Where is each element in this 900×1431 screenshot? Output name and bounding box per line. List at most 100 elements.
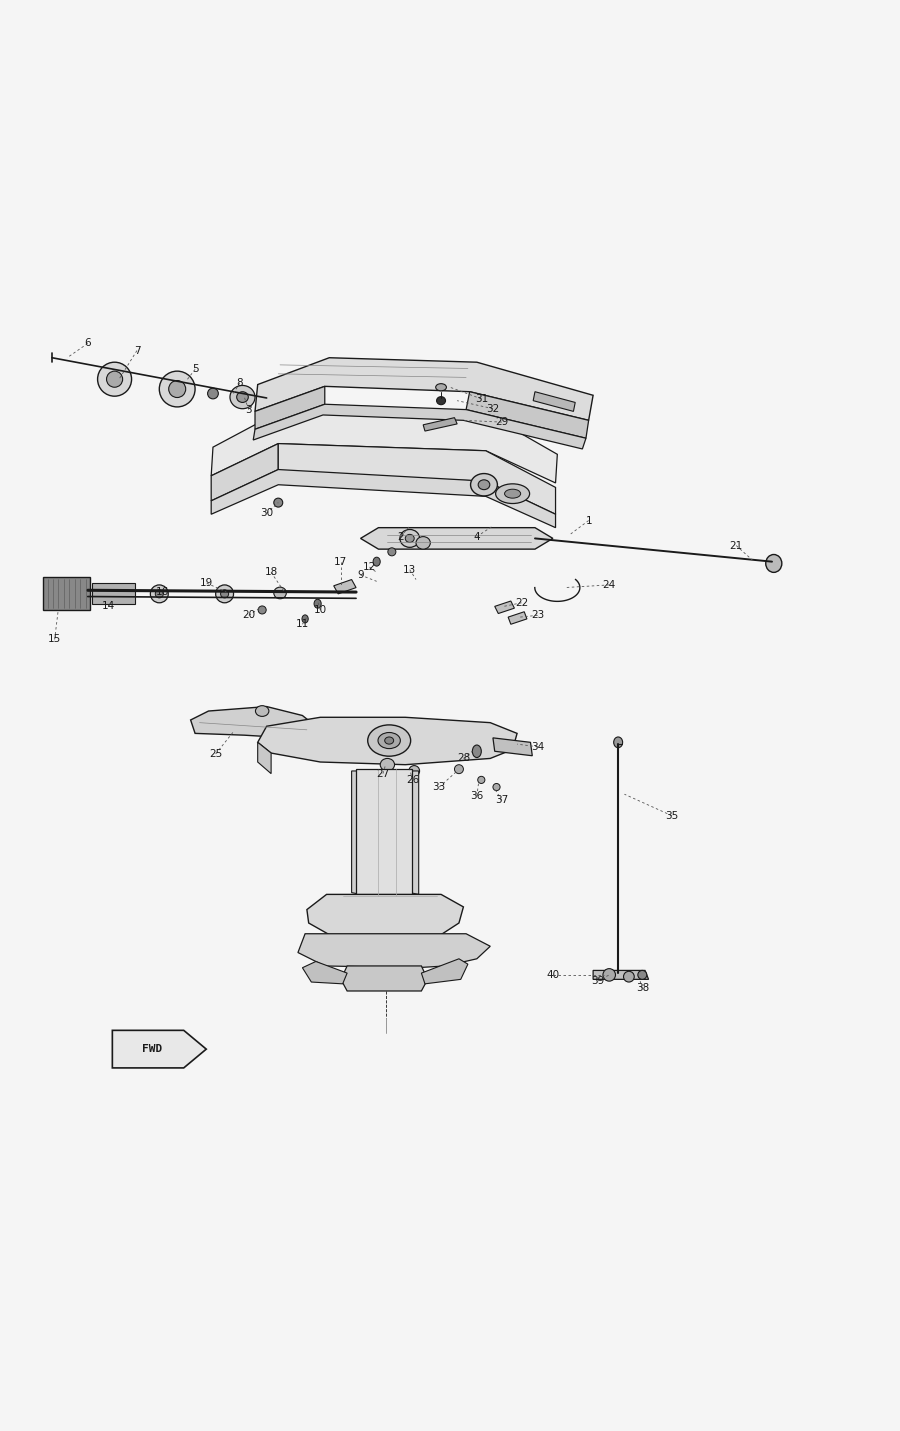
Ellipse shape <box>624 972 634 982</box>
Ellipse shape <box>384 737 393 744</box>
Ellipse shape <box>274 587 286 598</box>
Ellipse shape <box>314 600 321 608</box>
Text: 29: 29 <box>495 416 508 426</box>
Ellipse shape <box>388 548 396 555</box>
Ellipse shape <box>374 557 380 567</box>
Polygon shape <box>307 894 464 934</box>
Polygon shape <box>212 444 278 501</box>
Text: 6: 6 <box>85 338 91 348</box>
Ellipse shape <box>156 590 163 598</box>
Polygon shape <box>493 738 532 756</box>
Polygon shape <box>257 717 518 764</box>
Polygon shape <box>212 469 555 528</box>
Ellipse shape <box>237 392 248 402</box>
Ellipse shape <box>603 969 616 982</box>
Polygon shape <box>593 970 649 979</box>
Ellipse shape <box>472 746 482 757</box>
Ellipse shape <box>409 766 419 777</box>
Text: 17: 17 <box>334 557 347 567</box>
Polygon shape <box>112 1030 206 1068</box>
Text: 24: 24 <box>603 580 616 590</box>
Polygon shape <box>533 392 575 411</box>
Text: 2: 2 <box>398 531 404 541</box>
Polygon shape <box>255 386 325 429</box>
Ellipse shape <box>159 371 195 406</box>
Text: 31: 31 <box>474 394 488 404</box>
Polygon shape <box>334 580 356 594</box>
Ellipse shape <box>454 764 464 774</box>
Polygon shape <box>212 411 557 482</box>
Text: 35: 35 <box>665 811 679 820</box>
Text: 9: 9 <box>357 570 364 580</box>
Text: 30: 30 <box>260 508 274 518</box>
Ellipse shape <box>436 396 446 405</box>
Polygon shape <box>341 966 428 992</box>
Text: FWD: FWD <box>142 1045 162 1055</box>
Ellipse shape <box>256 705 269 717</box>
Text: 19: 19 <box>200 578 213 588</box>
Text: 39: 39 <box>591 976 604 986</box>
Polygon shape <box>253 404 586 449</box>
Ellipse shape <box>150 585 168 602</box>
Text: 28: 28 <box>457 754 470 763</box>
Text: 15: 15 <box>48 634 61 644</box>
Text: 11: 11 <box>296 620 309 630</box>
Polygon shape <box>410 771 418 894</box>
Polygon shape <box>255 358 593 421</box>
Polygon shape <box>421 959 468 985</box>
Ellipse shape <box>436 384 446 391</box>
Ellipse shape <box>478 479 490 489</box>
Text: 16: 16 <box>156 587 168 597</box>
Text: 26: 26 <box>406 776 419 784</box>
Polygon shape <box>508 611 526 624</box>
Text: 33: 33 <box>433 783 446 791</box>
Ellipse shape <box>400 529 419 547</box>
Text: 21: 21 <box>730 541 742 551</box>
Text: 14: 14 <box>102 601 115 611</box>
Ellipse shape <box>505 489 521 498</box>
Text: 38: 38 <box>635 983 649 993</box>
Text: 32: 32 <box>486 404 500 414</box>
Ellipse shape <box>368 726 410 756</box>
Ellipse shape <box>216 585 233 602</box>
Polygon shape <box>92 582 135 604</box>
Ellipse shape <box>478 777 485 784</box>
Text: 23: 23 <box>531 611 544 620</box>
Polygon shape <box>302 962 347 985</box>
Text: 7: 7 <box>133 345 140 355</box>
Polygon shape <box>278 444 555 514</box>
Ellipse shape <box>493 784 500 791</box>
Ellipse shape <box>766 554 782 572</box>
Ellipse shape <box>230 385 255 409</box>
Ellipse shape <box>405 534 414 542</box>
Ellipse shape <box>208 388 219 399</box>
Text: 22: 22 <box>515 598 528 608</box>
Text: 27: 27 <box>376 768 390 778</box>
Ellipse shape <box>97 362 131 396</box>
Polygon shape <box>466 392 589 438</box>
Text: 4: 4 <box>473 531 480 541</box>
Text: 13: 13 <box>403 565 417 575</box>
Ellipse shape <box>496 484 529 504</box>
Polygon shape <box>361 528 553 550</box>
Ellipse shape <box>274 498 283 507</box>
Polygon shape <box>495 601 515 614</box>
Text: 18: 18 <box>265 567 278 577</box>
Text: 20: 20 <box>242 611 256 620</box>
Ellipse shape <box>614 737 623 748</box>
Text: 10: 10 <box>314 605 327 615</box>
Text: 3: 3 <box>246 405 252 415</box>
Polygon shape <box>191 707 316 738</box>
Ellipse shape <box>302 615 308 622</box>
Text: 25: 25 <box>209 748 222 758</box>
Text: 8: 8 <box>237 378 243 388</box>
Ellipse shape <box>416 537 430 550</box>
Ellipse shape <box>378 733 400 748</box>
Ellipse shape <box>380 758 394 771</box>
Ellipse shape <box>471 474 498 497</box>
Text: 12: 12 <box>363 562 376 572</box>
Text: 40: 40 <box>546 970 560 980</box>
Polygon shape <box>423 418 457 431</box>
Polygon shape <box>257 743 271 774</box>
Ellipse shape <box>168 381 185 398</box>
